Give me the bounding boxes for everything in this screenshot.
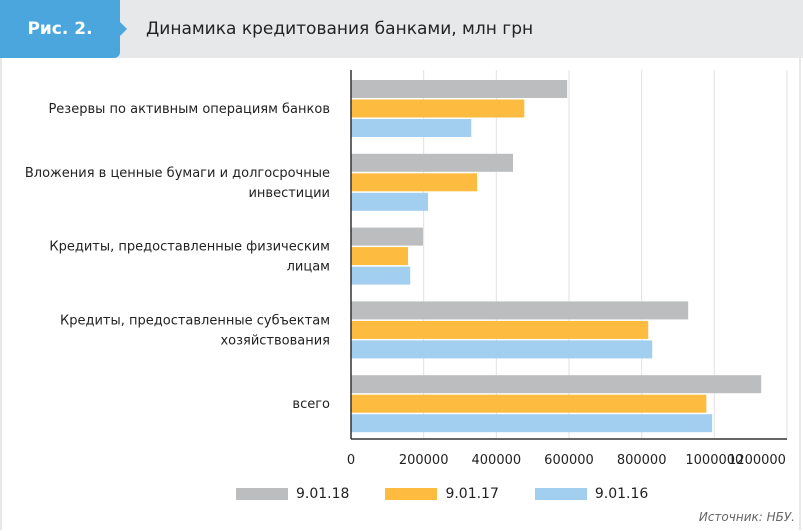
bar-9.01.18 bbox=[351, 301, 689, 320]
legend-label: 9.01.16 bbox=[594, 486, 649, 502]
header: Рис. 2. Динамика кредитования банками, м… bbox=[0, 0, 803, 58]
bar-9.01.17 bbox=[351, 247, 409, 266]
bar-9.01.18 bbox=[351, 227, 423, 246]
bar-9.01.16 bbox=[351, 414, 713, 433]
chart-frame bbox=[0, 58, 801, 530]
x-tick-label: 200000 bbox=[399, 453, 449, 468]
legend-label: 9.01.17 bbox=[445, 486, 499, 502]
legend-label: 9.01.18 bbox=[296, 486, 350, 502]
category-label: Кредиты, предоставленные физическим bbox=[49, 240, 330, 255]
bar-9.01.18 bbox=[351, 153, 514, 172]
bar-9.01.18 bbox=[351, 80, 568, 98]
bar-9.01.16 bbox=[351, 266, 411, 285]
x-tick-label: 400000 bbox=[472, 453, 522, 468]
legend-swatch bbox=[534, 488, 587, 500]
bar-9.01.16 bbox=[351, 192, 429, 211]
x-tick-label: 600000 bbox=[544, 453, 594, 468]
x-tick-label: 800000 bbox=[617, 453, 667, 468]
legend: 9.01.18 9.01.17 9.01.16 bbox=[236, 486, 648, 502]
figure-badge: Рис. 2. bbox=[0, 0, 127, 58]
bar-9.01.17 bbox=[351, 173, 478, 192]
legend-swatch bbox=[236, 488, 288, 500]
x-tick-label: 1200000 bbox=[728, 453, 786, 468]
x-tick-label: 1000000 bbox=[685, 453, 743, 468]
category-label: Кредиты, предоставленные субъектам bbox=[60, 313, 330, 328]
chart-title: Динамика кредитования банками, млн грн bbox=[146, 19, 534, 39]
bar-9.01.17 bbox=[351, 394, 707, 413]
bar-9.01.16 bbox=[351, 119, 472, 137]
category-label: Вложения в ценные бумаги и долгосрочные bbox=[25, 166, 330, 181]
x-tick-label: 0 bbox=[347, 453, 355, 468]
category-label: хозяйствования bbox=[220, 333, 330, 348]
legend-item: 9.01.17 bbox=[385, 486, 499, 502]
category-label: лицам bbox=[287, 260, 330, 275]
bar-9.01.17 bbox=[351, 99, 525, 118]
legend-item: 9.01.18 bbox=[236, 486, 349, 502]
legend-swatch bbox=[385, 488, 438, 500]
category-label: всего bbox=[292, 397, 330, 412]
source-note: Источник: НБУ. bbox=[698, 510, 795, 524]
bar-9.01.18 bbox=[351, 375, 762, 394]
bar-9.01.17 bbox=[351, 320, 649, 339]
bar-9.01.16 bbox=[351, 340, 653, 359]
category-label: инвестиции bbox=[248, 186, 330, 201]
category-label: Резервы по активным операциям банков bbox=[48, 102, 330, 117]
legend-item: 9.01.16 bbox=[534, 486, 649, 502]
